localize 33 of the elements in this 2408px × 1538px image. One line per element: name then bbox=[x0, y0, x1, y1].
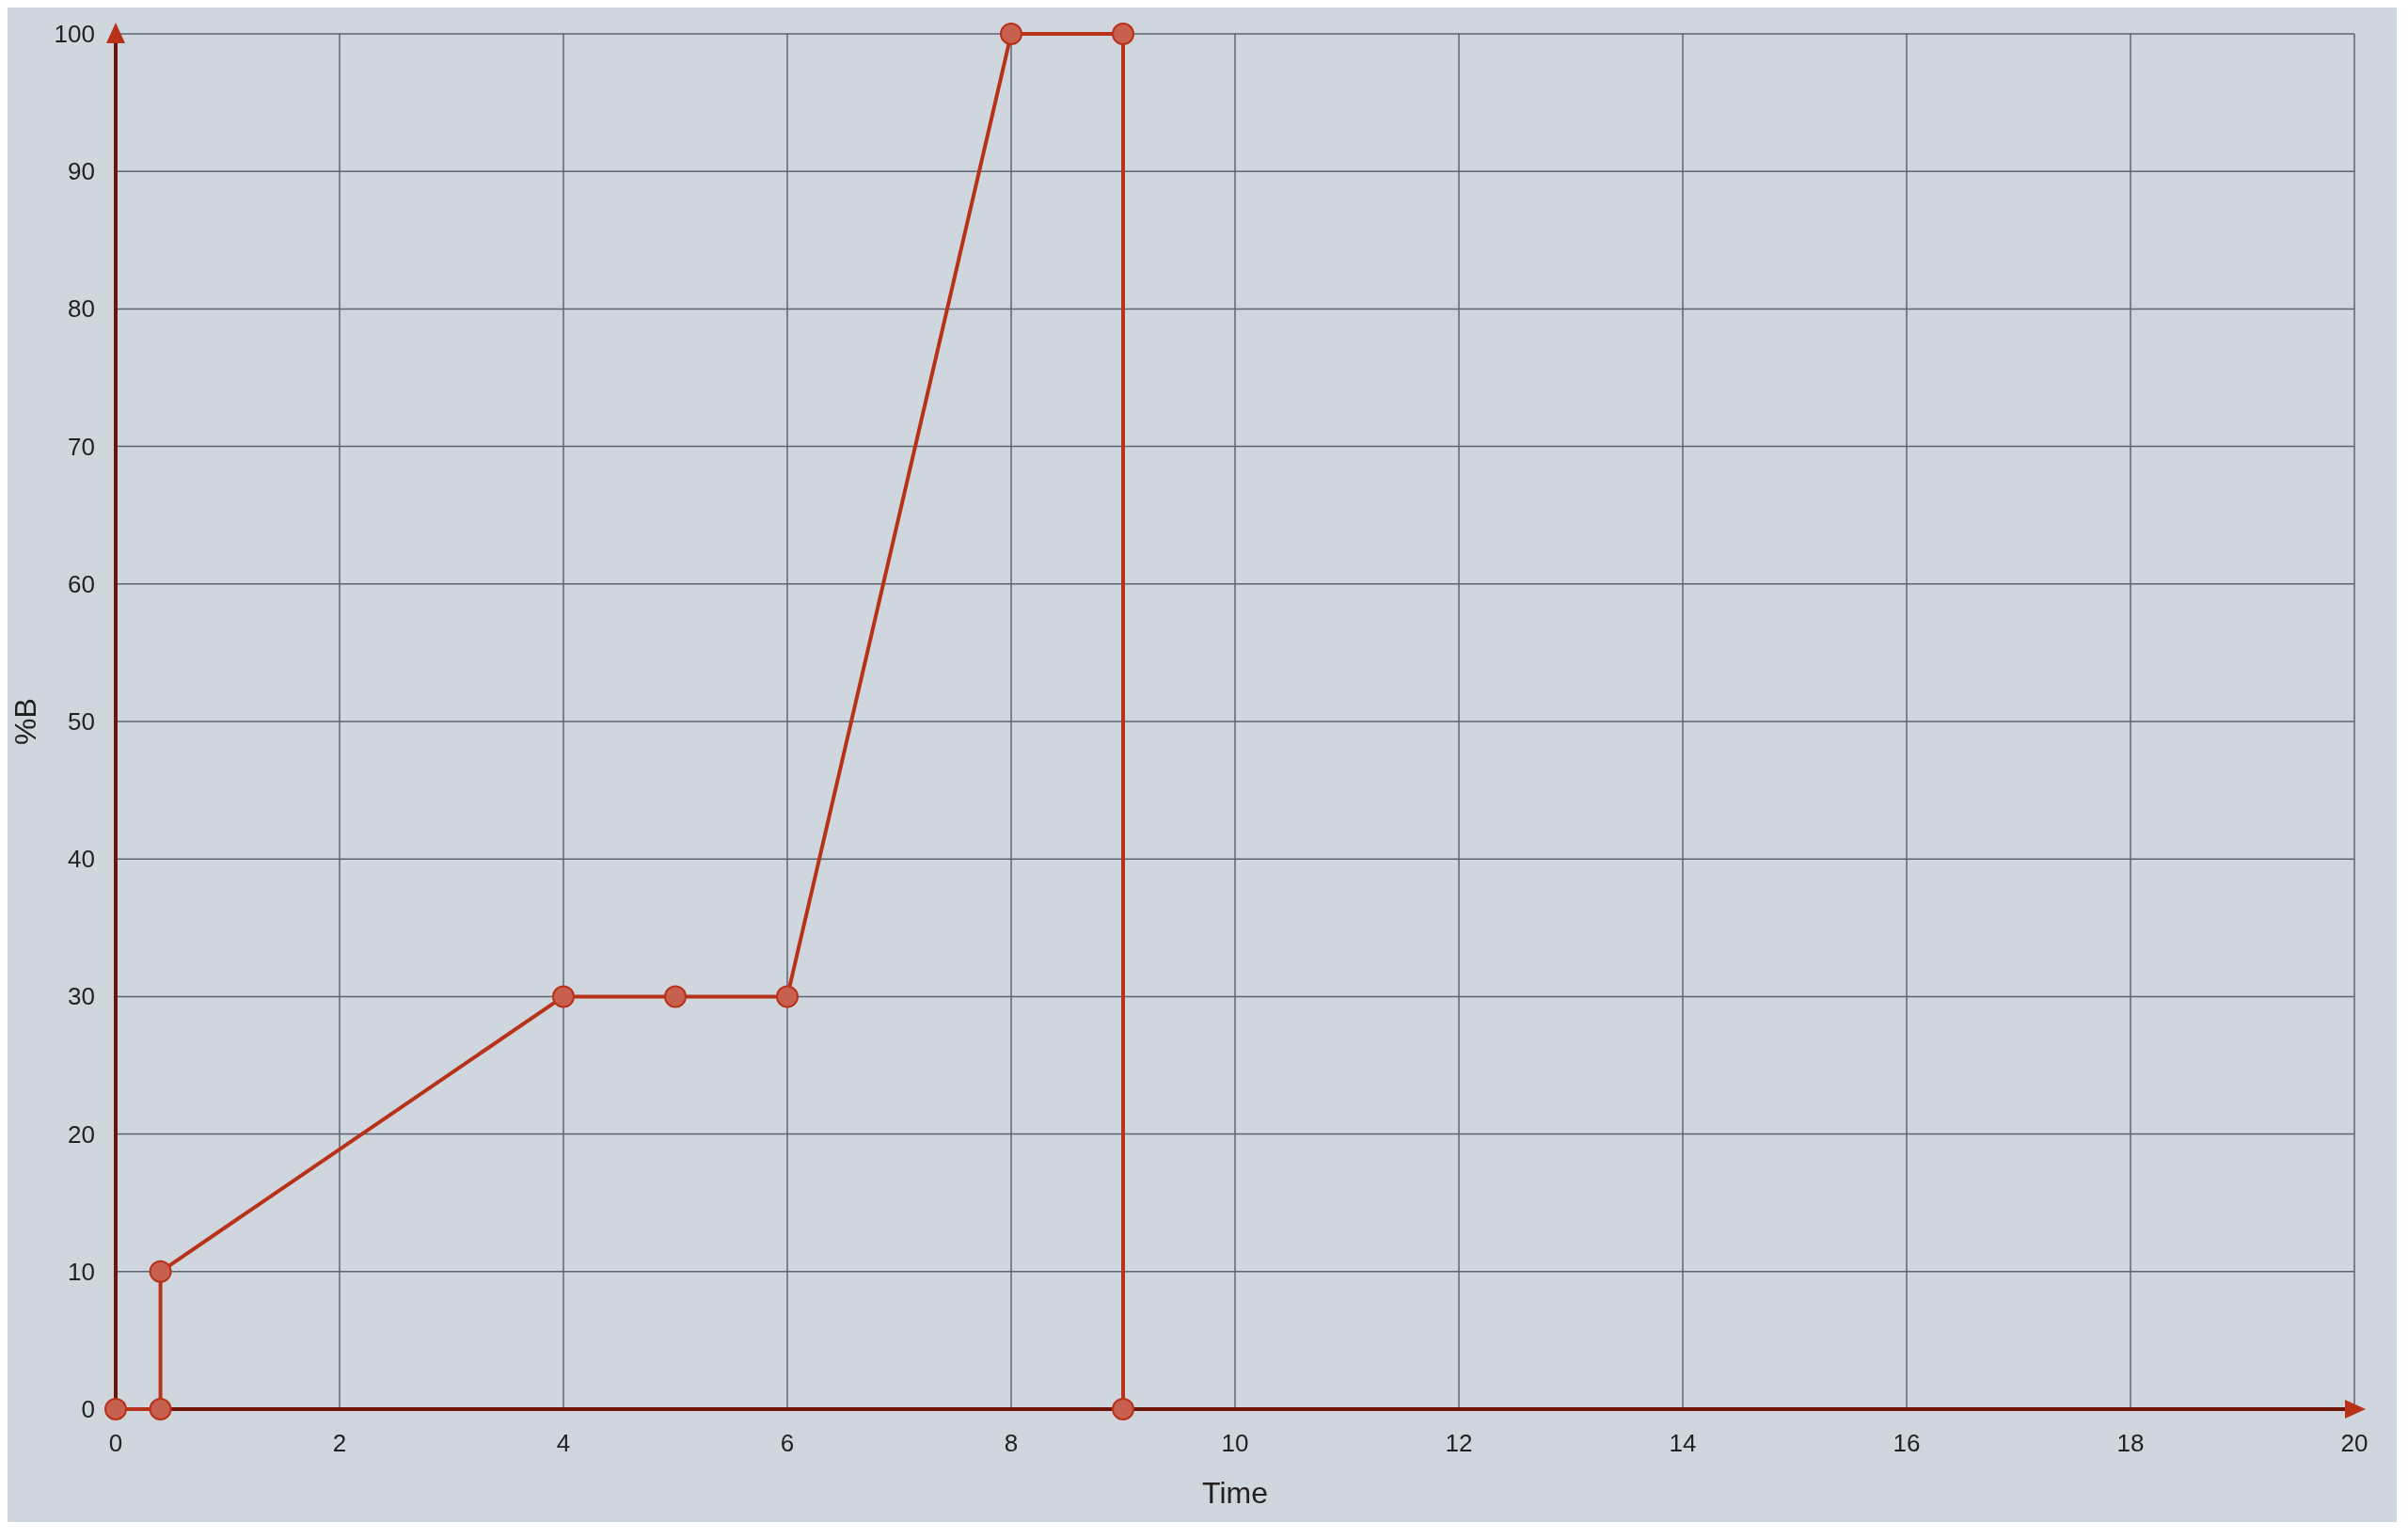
y-tick-label: 40 bbox=[68, 845, 95, 874]
y-tick-label: 100 bbox=[54, 20, 95, 48]
point bbox=[149, 1398, 172, 1420]
y-tick-label: 50 bbox=[68, 707, 95, 736]
y-tick-label: 60 bbox=[68, 569, 95, 598]
point bbox=[1000, 23, 1022, 45]
y-tick-label: 80 bbox=[68, 294, 95, 324]
x-tick-label: 10 bbox=[1221, 1429, 1249, 1457]
x-axis-title: Time bbox=[1202, 1476, 1268, 1510]
x-tick-label: 2 bbox=[332, 1429, 347, 1457]
point bbox=[664, 985, 687, 1008]
y-tick-label: 70 bbox=[68, 432, 95, 461]
y-tick-label: 10 bbox=[68, 1257, 95, 1286]
y-tick-label: 30 bbox=[68, 982, 95, 1011]
y-axis-title: %B bbox=[8, 698, 42, 745]
x-tick-label: 4 bbox=[556, 1429, 571, 1457]
point bbox=[149, 1260, 172, 1283]
y-tick-label: 0 bbox=[81, 1395, 95, 1423]
x-tick-label: 12 bbox=[1445, 1429, 1473, 1457]
y-tick-label: 20 bbox=[68, 1119, 95, 1149]
y-tick-label: 90 bbox=[68, 157, 95, 186]
point bbox=[776, 985, 799, 1008]
point bbox=[552, 985, 575, 1008]
x-tick-label: 18 bbox=[2116, 1429, 2145, 1457]
point bbox=[104, 1398, 127, 1420]
point bbox=[1112, 1398, 1134, 1420]
x-tick-label: 14 bbox=[1669, 1429, 1697, 1457]
x-tick-label: 20 bbox=[2340, 1429, 2368, 1457]
x-tick-label: 16 bbox=[1893, 1429, 1921, 1457]
x-tick-label: 0 bbox=[108, 1429, 123, 1457]
x-tick-label: 6 bbox=[780, 1429, 795, 1457]
x-tick-label: 8 bbox=[1004, 1429, 1019, 1457]
point bbox=[1112, 23, 1134, 45]
